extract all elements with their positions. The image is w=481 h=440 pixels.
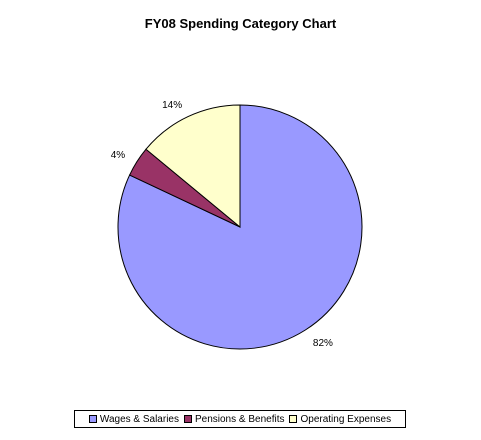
pie-label-pensions-benefits: 4% <box>111 150 126 161</box>
legend-item-pensions: Pensions & Benefits <box>183 413 285 425</box>
legend-label-wages: Wages & Salaries <box>99 413 179 425</box>
pie-slice-operating-expenses <box>145 104 241 229</box>
legend-swatch-operating <box>289 415 298 423</box>
legend-item-wages: Wages & Salaries <box>88 413 179 425</box>
pie-slice-wages-salaries <box>117 104 363 350</box>
legend-label-pensions: Pensions & Benefits <box>194 413 285 425</box>
legend-swatch-pensions <box>183 415 192 423</box>
pie-label-wages-salaries: 82% <box>313 338 333 349</box>
legend-item-operating: Operating Expenses <box>289 414 391 425</box>
chart-title: FY08 Spending Category Chart <box>144 16 337 31</box>
legend: Wages & Salaries Pensions & Benefits Ope… <box>74 410 406 428</box>
pie-label-operating-expenses: 14% <box>162 100 182 111</box>
legend-label-operating: Operating Expenses <box>300 413 392 425</box>
legend-swatch-wages <box>88 415 97 423</box>
